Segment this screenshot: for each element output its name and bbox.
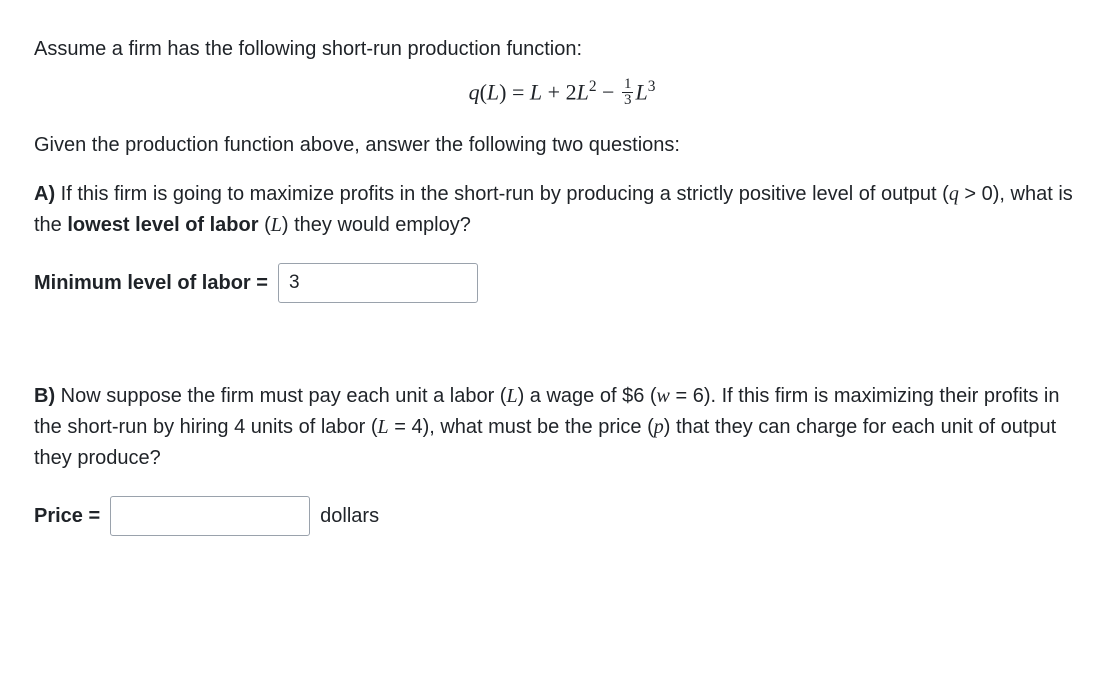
- part-a-zero: 0: [982, 183, 993, 205]
- part-b-inline-p: p: [654, 416, 664, 438]
- eq-L-arg: L: [487, 80, 499, 105]
- part-a-question: A) If this firm is going to maximize pro…: [34, 179, 1090, 241]
- part-a-inline-L: L: [271, 214, 282, 236]
- eq-frac-den: 3: [622, 93, 634, 108]
- eq-equals: =: [506, 80, 529, 105]
- given-paragraph: Given the production function above, ans…: [34, 130, 1090, 161]
- vertical-spacer: [34, 303, 1090, 363]
- price-input[interactable]: [110, 496, 310, 536]
- intro-paragraph: Assume a firm has the following short-ru…: [34, 34, 1090, 65]
- eq-term-L: L: [530, 80, 542, 105]
- answer-a-label: Minimum level of labor =: [34, 268, 268, 299]
- eq-coef-2: 2: [566, 80, 577, 105]
- eq-plus: +: [542, 80, 565, 105]
- part-b-six: 6: [693, 385, 704, 407]
- part-b-four: 4: [411, 416, 422, 438]
- part-b-eq1: =: [670, 385, 693, 407]
- eq-L3-base: L: [635, 80, 647, 105]
- eq-minus: −: [597, 80, 620, 105]
- eq-q: q: [469, 80, 480, 105]
- part-a-label: A): [34, 183, 61, 205]
- part-b-eq2: =: [389, 416, 412, 438]
- part-a-inline-q: q: [949, 183, 959, 205]
- part-b-inline-L2: L: [378, 416, 389, 438]
- part-b-text-1: Now suppose the firm must pay each unit …: [61, 385, 507, 407]
- question-page: Assume a firm has the following short-ru…: [0, 0, 1118, 564]
- minimum-labor-input[interactable]: [278, 263, 478, 303]
- eq-open-paren: (: [480, 80, 487, 105]
- answer-b-label: Price =: [34, 501, 100, 532]
- production-function-equation: q(L) = L + 2L2 − 1 3 L3: [34, 79, 1090, 110]
- part-a-bold-phrase: lowest level of labor: [67, 214, 258, 236]
- answer-a-line: Minimum level of labor =: [34, 263, 1090, 303]
- part-b-text-4: ), what must be the price (: [423, 416, 654, 438]
- part-a-text-4: ) they would employ?: [282, 214, 471, 236]
- eq-L2-base: L: [577, 80, 589, 105]
- part-b-inline-w: w: [657, 385, 670, 407]
- part-b-label: B): [34, 385, 61, 407]
- eq-L3-exp: 3: [648, 78, 656, 95]
- answer-b-line: Price = dollars: [34, 496, 1090, 536]
- part-a-text-1: If this firm is going to maximize profit…: [61, 183, 949, 205]
- part-b-inline-L1: L: [506, 385, 517, 407]
- eq-frac-num: 1: [622, 77, 634, 93]
- eq-L2-exp: 2: [589, 78, 597, 95]
- part-a-gt: >: [959, 183, 982, 205]
- part-b-text-2: ) a wage of $6 (: [518, 385, 657, 407]
- part-b-question: B) Now suppose the firm must pay each un…: [34, 381, 1090, 474]
- part-a-text-3: (: [259, 214, 271, 236]
- eq-fraction-one-third: 1 3: [622, 77, 634, 108]
- price-unit: dollars: [320, 501, 379, 532]
